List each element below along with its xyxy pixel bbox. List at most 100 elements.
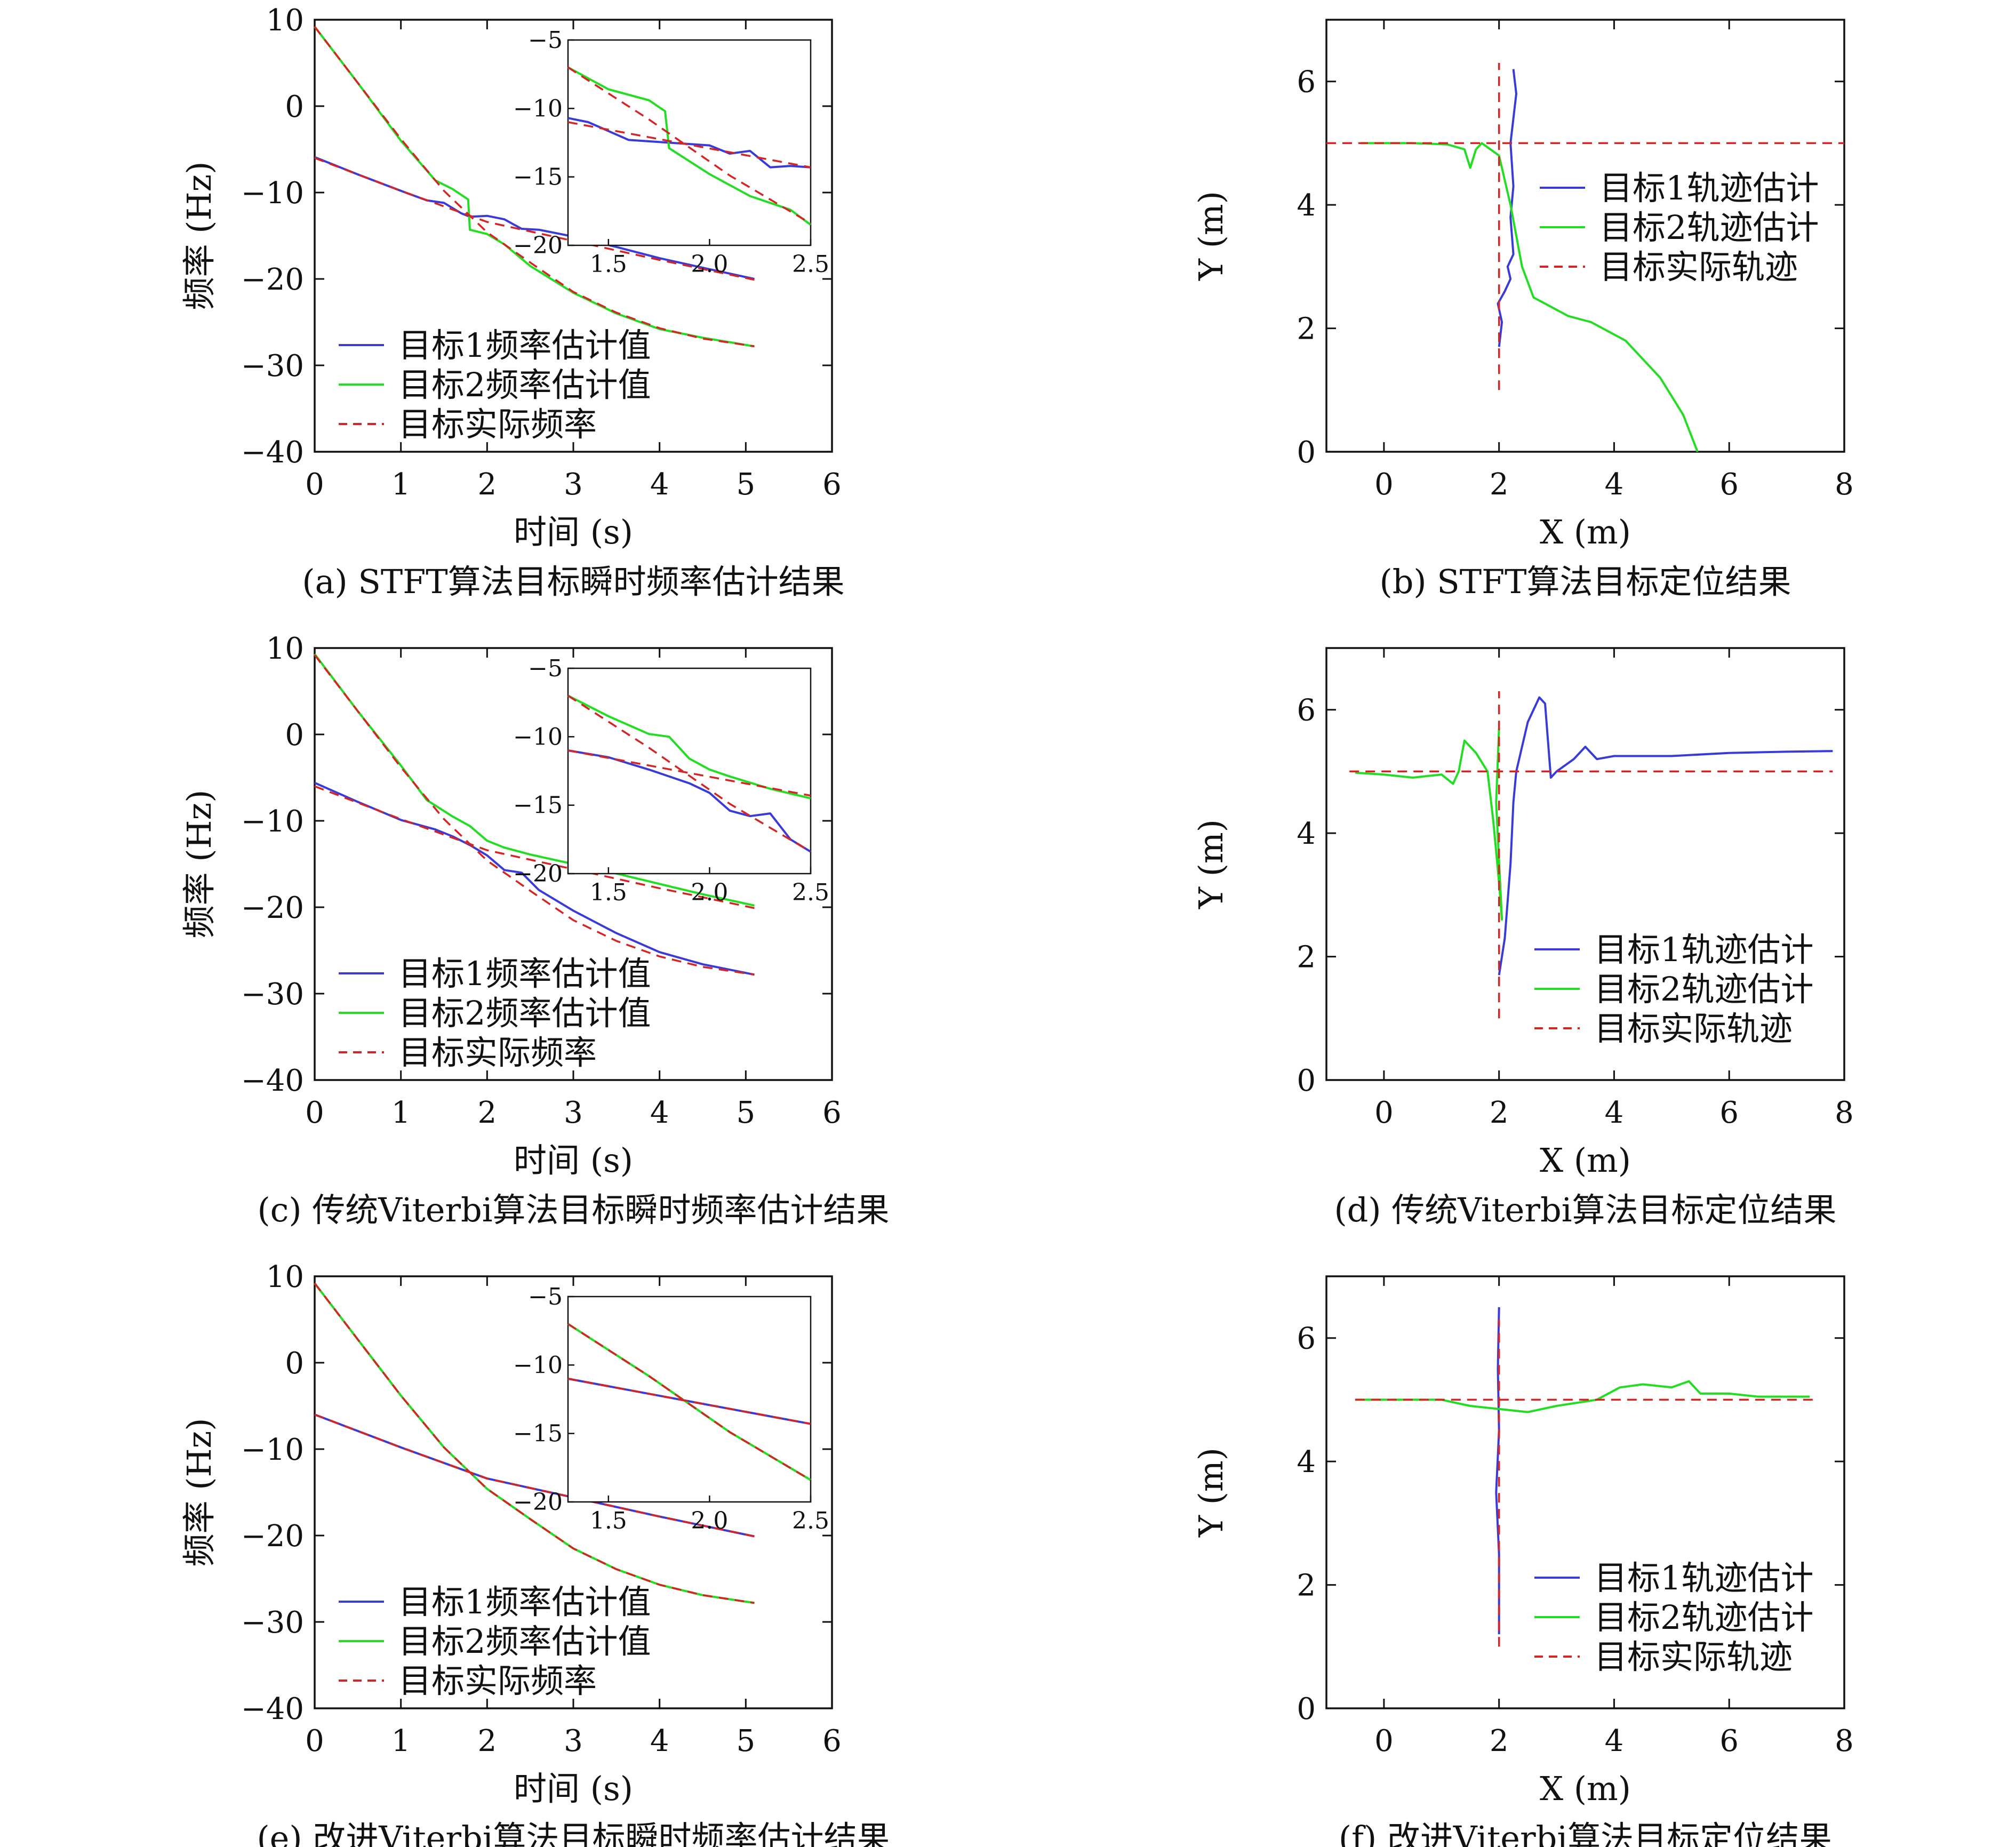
x-tick-label: 2 <box>478 1724 497 1758</box>
x-tick-label: 8 <box>1835 1096 1854 1130</box>
legend-label: 目标1频率估计值 <box>398 1582 651 1621</box>
legend-label: 目标1轨迹估计 <box>1594 930 1813 969</box>
x-tick-label: 2 <box>1490 1096 1509 1130</box>
inset-y-tick-label: −15 <box>513 792 563 819</box>
x-tick-label: 3 <box>564 1096 583 1130</box>
y-tick-label: 10 <box>266 631 304 666</box>
y-tick-label: −10 <box>241 1433 304 1467</box>
series-line-t1 <box>1497 69 1517 347</box>
plot-frame <box>1325 647 1845 1081</box>
inset-x-tick-label: 2.0 <box>691 879 728 906</box>
y-tick-label: 0 <box>285 718 304 753</box>
x-tick-label: 4 <box>1605 467 1624 502</box>
x-tick-label: 8 <box>1835 467 1854 502</box>
y-tick-label: −40 <box>241 435 304 470</box>
x-tick-label: 6 <box>1719 1724 1739 1758</box>
y-tick-label: 2 <box>1297 940 1316 975</box>
inset-series-line-actual_t1 <box>567 121 811 169</box>
y-tick-label: 2 <box>1297 1569 1316 1603</box>
y-tick-label: 4 <box>1297 188 1316 223</box>
inset-series-line-actual_t2 <box>567 694 811 853</box>
inset-y-tick-label: −5 <box>528 27 563 54</box>
y-axis-label: 频率 (Hz) <box>180 790 219 939</box>
panel-caption: (d) 传统Viterbi算法目标定位结果 <box>1334 1190 1836 1229</box>
inset-series-line-actual_t1 <box>567 1378 811 1425</box>
x-tick-label: 1 <box>391 467 411 502</box>
inset-frame <box>567 1296 812 1503</box>
panel-d: 0 2 4 6 8 0 2 4 6 X (m) Y (m) (d) 传统Viterbi算法目标定位结果… <box>1191 647 1854 1229</box>
plot-frame <box>1325 1275 1845 1709</box>
series-line-actual_t1 <box>314 785 755 909</box>
panel-f: 0 2 4 6 8 0 2 4 6 X (m) Y (m) (f) 改进Viterbi算法目标定位结果… <box>1191 1275 1854 1847</box>
legend-label: 目标实际频率 <box>398 405 597 444</box>
plot-frame <box>1325 19 1845 453</box>
x-tick-label: 8 <box>1835 1724 1854 1758</box>
x-tick-label: 6 <box>822 467 842 502</box>
x-tick-label: 2 <box>1490 467 1509 502</box>
inset-series-line-t2 <box>567 66 812 226</box>
y-axis-label: Y (m) <box>1191 191 1230 281</box>
x-tick-label: 0 <box>1374 1096 1394 1130</box>
series-group <box>314 26 755 348</box>
panel-e: 0 1 2 3 4 5 6 10 0 −10 −20 −30 −40 时间 (s) 频率 (Hz) (e) 改… <box>180 1260 890 1847</box>
series-group <box>314 1282 755 1604</box>
y-tick-label: 4 <box>1297 1445 1316 1480</box>
inset-series-line-t1 <box>567 117 811 169</box>
y-tick-label: 0 <box>285 1346 304 1381</box>
inset-x-tick-label: 2.0 <box>691 251 728 278</box>
x-axis-label: X (m) <box>1540 1769 1631 1808</box>
x-tick-label: 4 <box>1605 1724 1624 1758</box>
x-tick-label: 4 <box>1605 1096 1624 1130</box>
x-tick-label: 0 <box>305 1096 324 1130</box>
inset-x-tick-label: 1.5 <box>590 1507 627 1534</box>
y-tick-label: −20 <box>241 262 304 297</box>
inset-y-tick-label: −5 <box>528 1283 563 1310</box>
y-tick-label: 10 <box>266 3 304 38</box>
x-axis-label: 时间 (s) <box>514 513 633 551</box>
panel-caption: (f) 改进Viterbi算法目标定位结果 <box>1339 1819 1832 1847</box>
legend-label: 目标2轨迹估计 <box>1599 208 1819 247</box>
inset-series-line-actual_t2 <box>567 66 811 225</box>
x-axis-label: X (m) <box>1540 513 1631 551</box>
y-tick-label: −10 <box>241 176 304 211</box>
series-line-actual_t1 <box>314 1413 755 1538</box>
x-tick-label: 5 <box>737 1724 756 1758</box>
inset-frame <box>567 667 812 875</box>
x-tick-label: 0 <box>305 1724 324 1758</box>
x-axis-label: X (m) <box>1540 1141 1631 1180</box>
inset-x-tick-label: 2.5 <box>792 1507 829 1534</box>
inset-x-tick-label: 2.5 <box>792 251 829 278</box>
x-tick-label: 6 <box>822 1724 842 1758</box>
y-axis-label: 频率 (Hz) <box>180 1418 219 1567</box>
x-tick-label: 0 <box>305 467 324 502</box>
series-group <box>1355 1307 1816 1647</box>
y-tick-label: −30 <box>241 349 304 383</box>
x-tick-label: 2 <box>478 1096 497 1130</box>
inset-series-line-t1 <box>567 749 812 853</box>
series-line-t1 <box>1498 696 1833 976</box>
series-line-actual_t2 <box>314 26 755 348</box>
y-tick-label: −10 <box>241 804 304 839</box>
legend-label: 目标实际轨迹 <box>1599 247 1798 286</box>
panel-c: 0 1 2 3 4 5 6 10 0 −10 −20 −30 −40 时间 (s) 频率 (Hz) (c) 传… <box>180 631 890 1229</box>
x-tick-label: 1 <box>391 1096 411 1130</box>
legend-label: 目标2频率估计值 <box>398 365 651 404</box>
inset-y-tick-label: −20 <box>513 1489 563 1516</box>
series-line-t2 <box>1355 728 1503 921</box>
inset-y-tick-label: −15 <box>513 164 563 191</box>
legend-label: 目标实际频率 <box>398 1661 597 1700</box>
y-tick-label: −40 <box>241 1064 304 1098</box>
y-tick-label: 0 <box>285 90 304 124</box>
series-group <box>1349 691 1833 1019</box>
x-tick-label: 5 <box>737 1096 756 1130</box>
legend-label: 目标1轨迹估计 <box>1594 1558 1813 1597</box>
x-tick-label: 5 <box>737 467 756 502</box>
legend-label: 目标实际频率 <box>398 1033 597 1072</box>
y-tick-label: 6 <box>1297 1322 1316 1356</box>
legend-label: 目标2频率估计值 <box>398 1622 651 1661</box>
x-tick-label: 4 <box>650 467 669 502</box>
